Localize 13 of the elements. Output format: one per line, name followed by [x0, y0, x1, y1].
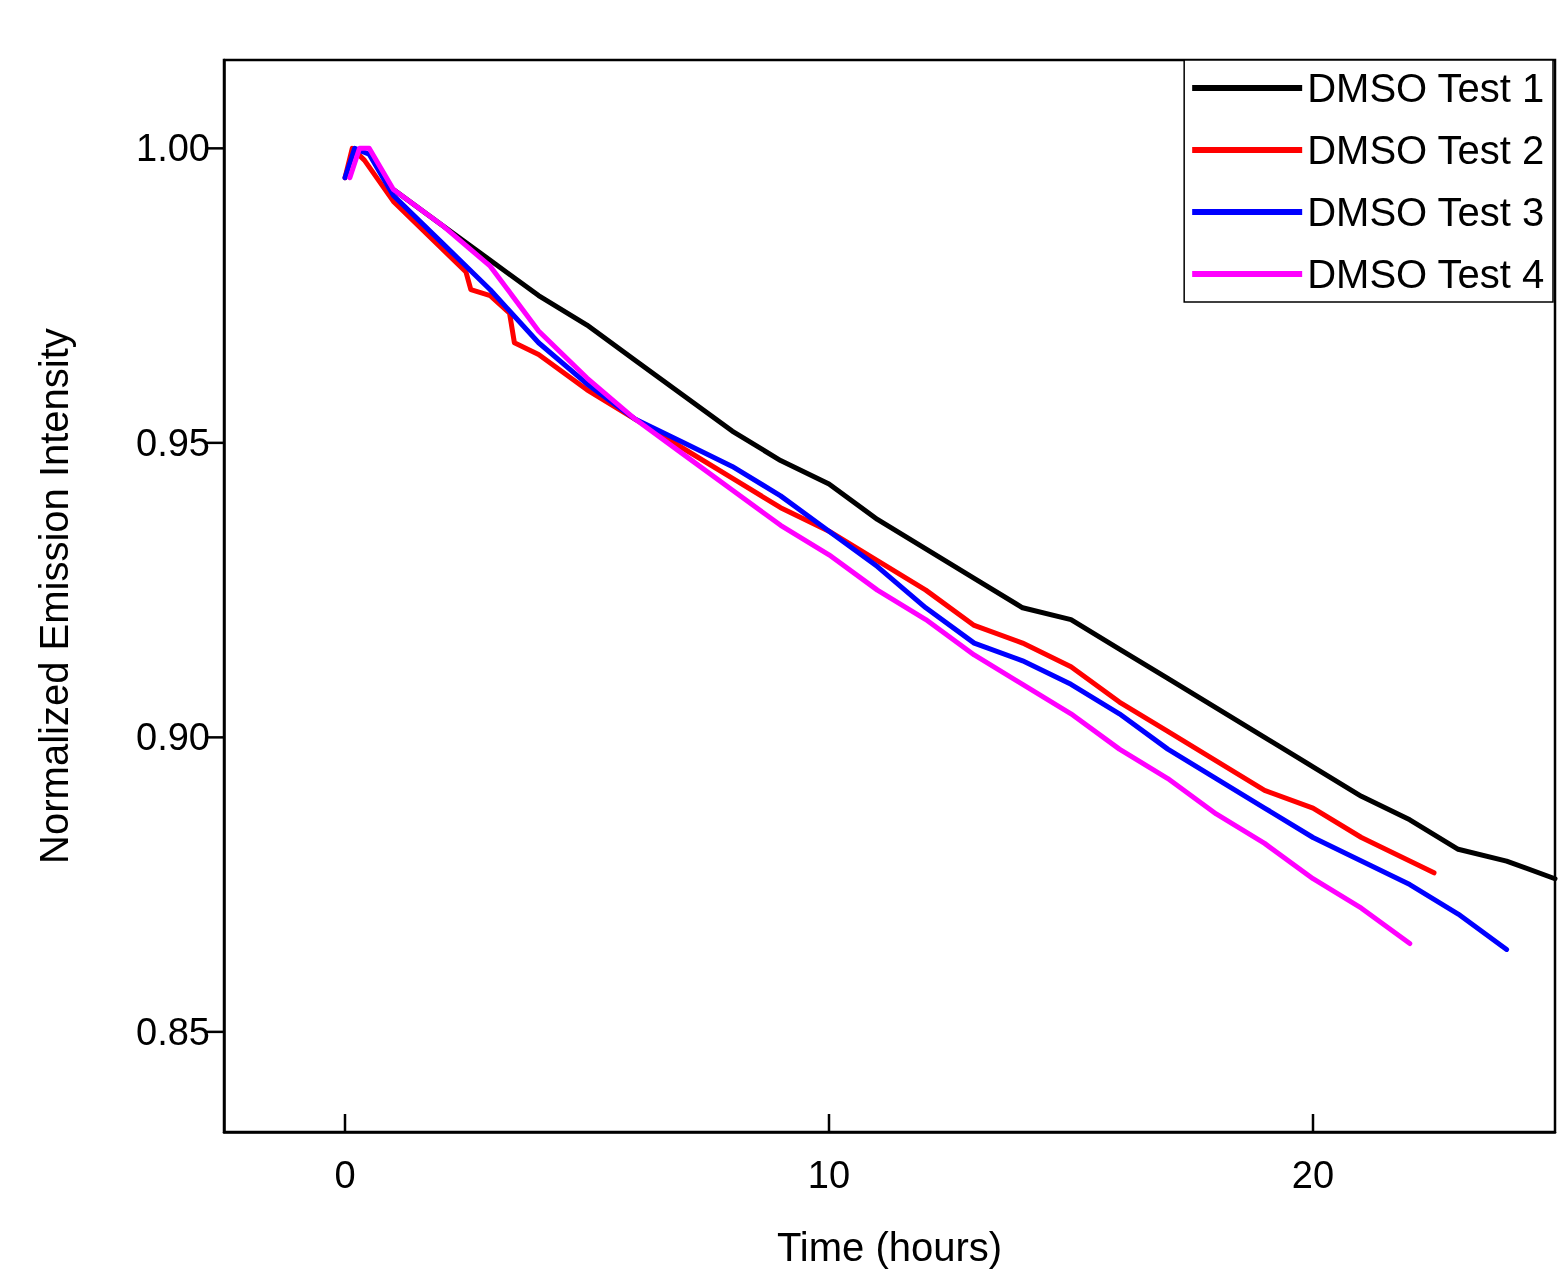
y-axis-title: Normalized Emission Intensity — [32, 328, 76, 864]
x-tick-label: 20 — [1291, 1154, 1335, 1196]
x-tick-label: 0 — [334, 1154, 356, 1196]
legend-label: DMSO Test 2 — [1307, 128, 1545, 172]
y-tick-label: 0.85 — [136, 1010, 210, 1053]
legend-label: DMSO Test 4 — [1307, 252, 1545, 296]
legend-label: DMSO Test 3 — [1307, 190, 1545, 234]
legend-label: DMSO Test 1 — [1307, 66, 1545, 110]
x-tick-label: 10 — [807, 1154, 851, 1196]
y-tick-label: 0.90 — [136, 716, 210, 759]
x-axis-title: Time (hours) — [776, 1225, 1003, 1269]
y-tick-label: 1.00 — [136, 127, 210, 170]
y-tick-label: 0.95 — [136, 421, 210, 464]
